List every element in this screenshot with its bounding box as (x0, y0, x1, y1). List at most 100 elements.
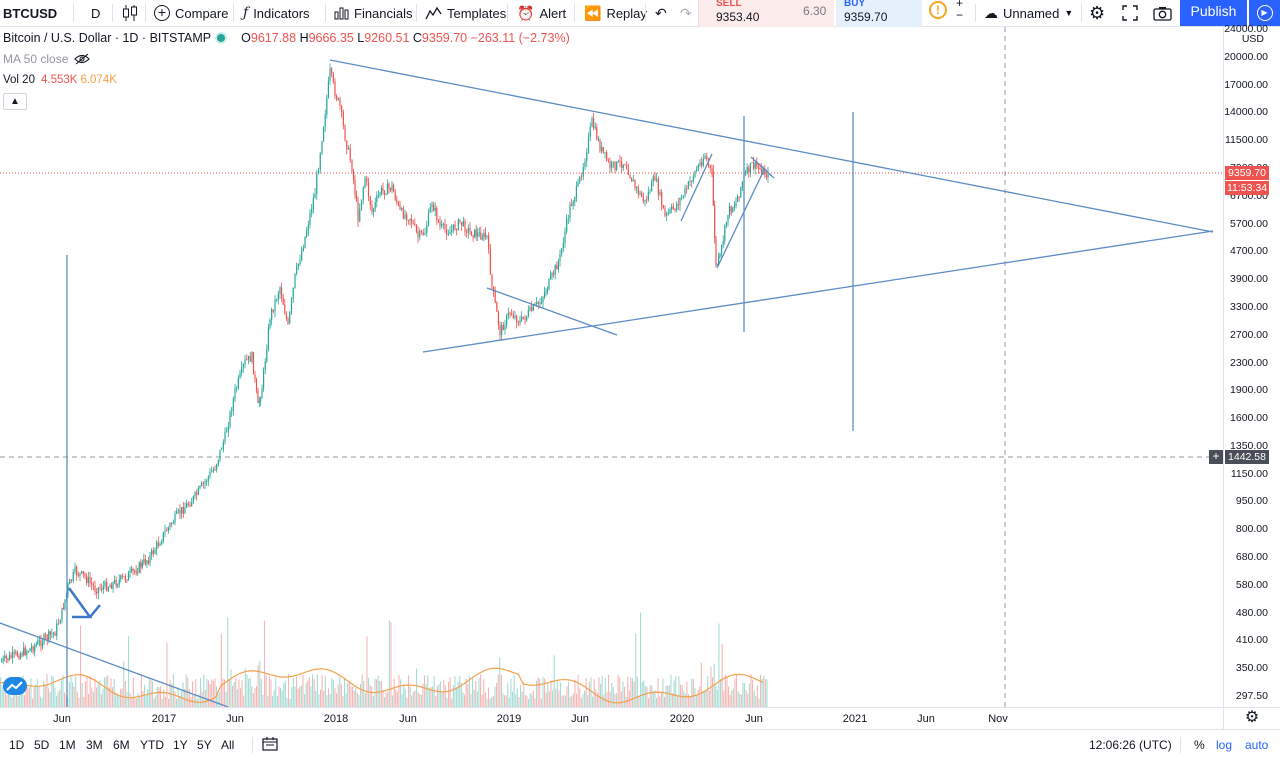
time-tick: Jun (226, 713, 244, 725)
symbol-legend-row[interactable]: Bitcoin / U.S. Dollar · 1D · BITSTAMP O9… (3, 31, 570, 45)
rising-line-1[interactable] (680, 153, 713, 222)
ohlc-values: O9617.88 H9666.35 L9260.51 C9359.70 −263… (241, 31, 570, 45)
price-axis[interactable]: 24000.00 20000.00 17000.00 14000.00 11500.00… (1223, 23, 1280, 707)
range-6m-button[interactable]: 6M (113, 738, 130, 752)
trade-panel: SELL 9353.40 6.30 BUY 9359.70 (698, 0, 975, 27)
open-value: 9617.88 (250, 31, 297, 45)
replay-button[interactable]: ⏪ Replay (584, 0, 647, 26)
time-tick: Jun (53, 713, 71, 725)
quantity-stepper[interactable]: + − (956, 0, 963, 21)
toolbar-divider (1081, 4, 1082, 22)
top-toolbar: BTCUSD D + Compare ƒ Indicators Financia… (0, 0, 1280, 27)
plus-icon[interactable]: + (956, 0, 964, 10)
tradingview-logo[interactable] (3, 677, 27, 695)
upper-trendline[interactable] (329, 59, 1214, 233)
price-tick: 3300.00 (1230, 300, 1268, 313)
alert-button[interactable]: ⏰ Alert (517, 0, 566, 26)
rising-line-2[interactable] (717, 169, 765, 267)
price-tick: 1150.00 (1230, 467, 1268, 480)
hidden-eye-icon[interactable] (74, 53, 91, 65)
goto-date-button[interactable] (262, 736, 278, 754)
symbol-title: Bitcoin / U.S. Dollar · 1D · BITSTAMP (3, 31, 212, 45)
alarm-clock-icon: ⏰ (517, 5, 535, 21)
bar-chart-icon (334, 7, 349, 20)
symbol-search[interactable]: BTCUSD (3, 0, 57, 26)
range-1d-button[interactable]: 1D (9, 738, 25, 752)
percent-scale-toggle[interactable]: % (1194, 738, 1205, 752)
layout-menu[interactable]: ☁ Unnamed ▼ (984, 0, 1073, 26)
compare-button[interactable]: + Compare (154, 0, 228, 26)
market-open-icon (217, 34, 226, 42)
fullscreen-button[interactable] (1122, 0, 1138, 26)
low-value: 9260.51 (364, 31, 410, 45)
price-tick: 410.00 (1235, 634, 1268, 647)
ma-legend-row[interactable]: MA 50 close (3, 52, 91, 66)
publish-options-button[interactable]: ▶ (1249, 0, 1280, 26)
layout-name: Unnamed (1003, 5, 1060, 21)
volume-ma-line (0, 667, 764, 704)
snapshot-button[interactable] (1153, 0, 1172, 26)
collapse-legend-button[interactable]: ▲ (3, 93, 27, 110)
channel-line[interactable] (486, 287, 618, 336)
falling-line[interactable] (750, 156, 775, 179)
buy-button[interactable]: BUY 9359.70 (836, 0, 922, 27)
range-all-button[interactable]: All (221, 738, 235, 752)
indicators-button[interactable]: ƒ Indicators (243, 0, 310, 26)
templates-icon (425, 6, 442, 20)
toolbar-divider (252, 737, 253, 753)
volume-bars (0, 612, 768, 707)
info-icon[interactable]: ! (929, 1, 947, 19)
gear-icon: ⚙ (1089, 3, 1106, 23)
add-plus-icon[interactable]: + (1209, 450, 1223, 464)
interval-button[interactable]: D (91, 0, 100, 26)
range-5y-button[interactable]: 5Y (197, 738, 212, 752)
buy-label: BUY (844, 0, 866, 9)
price-tick: 17000.00 (1224, 78, 1268, 91)
chart-style-button[interactable] (122, 0, 138, 26)
toolbar-divider (507, 4, 508, 22)
range-1m-button[interactable]: 1M (59, 738, 76, 752)
settings-button[interactable]: ⚙ (1089, 0, 1105, 26)
gear-icon: ⚙ (1244, 709, 1260, 726)
range-ytd-button[interactable]: YTD (140, 738, 164, 752)
arrow-drawing[interactable] (67, 587, 93, 619)
toolbar-divider (975, 4, 976, 22)
redo-button[interactable]: ↷ (680, 0, 692, 26)
log-scale-toggle[interactable]: log (1216, 738, 1233, 752)
last-price-tag: 9359.70 (1225, 166, 1269, 180)
range-5d-button[interactable]: 5D (34, 738, 50, 752)
financials-button[interactable]: Financials (334, 0, 413, 26)
function-icon: ƒ (243, 5, 249, 21)
symbol-label: BTCUSD (3, 5, 58, 21)
templates-button[interactable]: Templates (425, 0, 506, 26)
lower-trendline[interactable] (422, 230, 1214, 353)
price-chart[interactable] (0, 27, 1223, 707)
spread-value: 6.30 (803, 4, 827, 18)
volume-legend-row[interactable]: Vol 20 4.553K 6.074K (3, 74, 117, 86)
range-1y-button[interactable]: 1Y (173, 738, 188, 752)
minus-icon[interactable]: − (956, 8, 964, 22)
price-candles (0, 63, 769, 665)
chevron-up-icon: ▲ (10, 96, 20, 107)
axis-settings-button[interactable]: ⚙ (1223, 707, 1280, 729)
compare-label: Compare (175, 5, 229, 21)
arrow-drawing-tail[interactable] (89, 604, 101, 618)
volume-label: Vol 20 (3, 74, 35, 86)
sell-price: 9353.40 (716, 10, 760, 24)
time-axis[interactable]: Jun 2017 Jun 2018 Jun 2019 Jun 2020 Jun 2021 Jun No… (0, 707, 1223, 729)
trendline-drawings[interactable] (0, 59, 1214, 707)
chevron-down-icon: ▼ (1064, 7, 1074, 18)
sell-button[interactable]: SELL 9353.40 6.30 (699, 0, 834, 27)
publish-button[interactable]: Publish (1180, 0, 1247, 26)
utc-clock[interactable]: 12:06:26 (UTC) (1089, 738, 1172, 752)
price-tick: 1900.00 (1230, 384, 1268, 397)
auto-scale-toggle[interactable]: auto (1245, 738, 1269, 752)
templates-label: Templates (447, 5, 507, 21)
camera-icon (1153, 6, 1172, 21)
volume-ma-value: 6.074K (80, 74, 117, 86)
time-tick: 2018 (323, 713, 349, 725)
undo-button[interactable]: ↶ (655, 0, 667, 26)
support-trendline[interactable] (0, 622, 229, 707)
currency-label: USD (1241, 33, 1264, 45)
range-3m-button[interactable]: 3M (86, 738, 103, 752)
